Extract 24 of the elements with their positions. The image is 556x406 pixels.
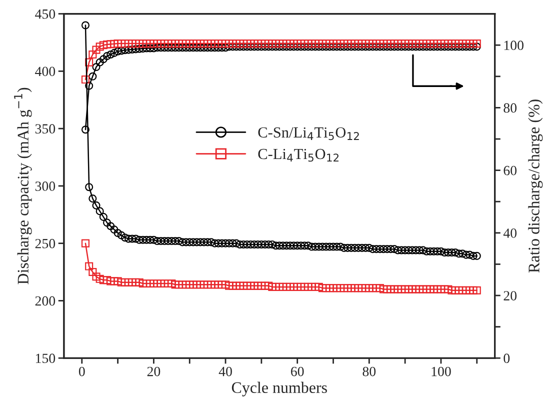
y2-tick-label: 60 bbox=[504, 166, 517, 176]
y2-tick-label: 100 bbox=[504, 40, 524, 50]
y-tick-label: 300 bbox=[35, 182, 56, 191]
x-tick-label: 0 bbox=[78, 366, 85, 376]
x-axis-title: Cycle numbers bbox=[232, 382, 327, 396]
x-tick-label: 40 bbox=[218, 366, 232, 376]
x-tick-label: 80 bbox=[362, 366, 376, 376]
y-tick-label: 450 bbox=[35, 9, 56, 19]
y2-tick-label: 0 bbox=[504, 354, 510, 364]
y-tick-label: 150 bbox=[36, 354, 56, 364]
y-tick-label: 350 bbox=[35, 124, 56, 134]
y2-tick-label: 20 bbox=[504, 291, 517, 300]
x-tick-label: 20 bbox=[147, 366, 160, 376]
y-tick-label: 250 bbox=[35, 238, 56, 248]
y2-tick-label: 40 bbox=[503, 228, 517, 238]
y-tick-label: 400 bbox=[35, 66, 56, 76]
y2-axis-title: Ratio discharge/charge (%) bbox=[528, 100, 543, 273]
y-axis-title: Discharge capacity (mAh g$^{−1}$) bbox=[14, 88, 32, 284]
x-tick-label: 100 bbox=[432, 366, 451, 376]
y-tick-label: 200 bbox=[35, 296, 56, 306]
y2-tick-label: 80 bbox=[504, 103, 517, 113]
legend-label: C-Sn/Li$_{4}$Ti$_{5}$O$_{12}$ bbox=[258, 127, 359, 140]
x-tick-label: 60 bbox=[290, 366, 304, 376]
legend-label: C-Li$_{4}$Ti$_{5}$O$_{12}$ bbox=[258, 148, 339, 162]
